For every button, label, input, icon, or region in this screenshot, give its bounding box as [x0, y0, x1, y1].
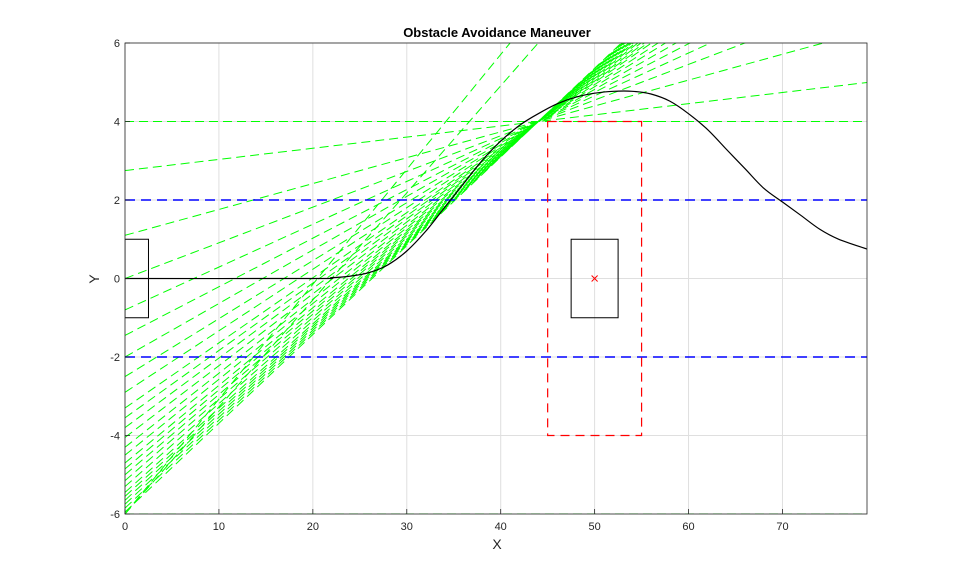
- y-tick-label: 2: [114, 195, 120, 207]
- candidate-path-line: [125, 43, 623, 513]
- y-tick-label: 4: [114, 117, 120, 129]
- candidate-path-line: [125, 43, 639, 448]
- chart-title: Obstacle Avoidance Maneuver: [403, 25, 591, 40]
- obstacle-center-marker: [591, 275, 598, 282]
- candidate-path-line: [125, 43, 667, 378]
- candidate-path-line: [125, 43, 649, 419]
- trajectory-line: [125, 90, 867, 280]
- x-tick-label: 0: [122, 521, 128, 533]
- x-axis-label: X: [492, 536, 502, 552]
- safety-zone-rect: [547, 120, 643, 437]
- y-tick-label: 6: [114, 38, 120, 50]
- y-tick-label: -6: [110, 509, 120, 521]
- x-tick-label: 20: [307, 521, 319, 533]
- candidate-path-line: [125, 43, 653, 409]
- candidate-path-line: [125, 43, 633, 470]
- x-tick-label: 60: [682, 521, 694, 533]
- candidate-path-line: [125, 43, 631, 476]
- candidate-path-line: [125, 43, 539, 514]
- candidate-path-line: [125, 81, 867, 172]
- x-tick-label: 70: [776, 521, 788, 533]
- candidate-path-line: [125, 43, 627, 493]
- y-axis-label: Y: [86, 274, 102, 284]
- candidate-path-line: [125, 43, 642, 438]
- candidate-path-line: [125, 43, 826, 236]
- axis-ticks: 0 10 20 30 40 50 60 70 -6 -4 -2 0 2 4 6: [110, 38, 788, 533]
- candidate-path-line: [125, 43, 637, 456]
- x-tick-label: 40: [495, 521, 507, 533]
- candidate-path-line: [125, 43, 712, 311]
- x-tick-label: 10: [213, 521, 225, 533]
- obstacle-box: [570, 238, 619, 319]
- y-tick-label: 0: [114, 274, 120, 286]
- y-tick-label: -4: [110, 431, 120, 443]
- x-tick-label: 50: [588, 521, 600, 533]
- plot-area: [125, 43, 867, 514]
- candidate-path-line: [125, 43, 635, 464]
- candidate-path-line: [125, 43, 747, 279]
- y-tick-label: -2: [110, 352, 120, 364]
- x-tick-label: 30: [401, 521, 413, 533]
- candidate-path-line: [125, 43, 659, 393]
